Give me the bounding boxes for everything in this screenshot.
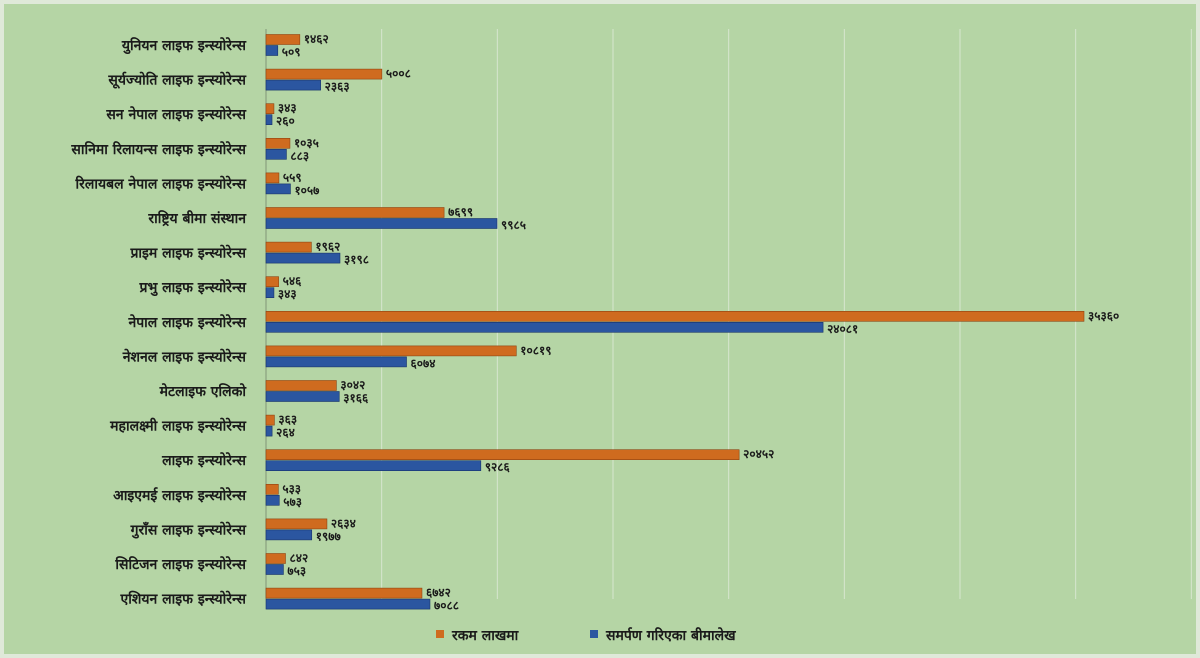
bar-amount bbox=[265, 207, 445, 218]
category-label: मेटलाइफ एलिको bbox=[159, 383, 248, 400]
value-label-surrendered: ३१९८ bbox=[344, 253, 369, 267]
value-label-amount: १०३५ bbox=[294, 136, 319, 150]
category-label: रिलायबल नेपाल लाइफ इन्स्योरेन्स bbox=[75, 175, 247, 192]
bar-amount bbox=[265, 587, 423, 599]
value-labels: १४६२५०९५००८२३६३३४३२६०१०३५८८३५५९१०५७७६९९९… bbox=[276, 32, 1119, 613]
value-label-amount: ६७४२ bbox=[426, 586, 451, 600]
value-label-amount: १४६२ bbox=[304, 32, 329, 46]
bar-surrendered bbox=[265, 391, 340, 402]
bar-amount bbox=[265, 414, 275, 426]
value-label-surrendered: ९२८६ bbox=[485, 460, 511, 474]
value-label-amount: ५४६ bbox=[283, 274, 302, 288]
bar-amount bbox=[265, 345, 517, 357]
category-label: एशियन लाइफ इन्स्योरेन्स bbox=[120, 591, 247, 608]
bar-amount bbox=[265, 172, 280, 184]
category-label: प्रभु लाइफ इन्स्योरेन्स bbox=[138, 279, 246, 297]
category-labels: युनियन लाइफ इन्स्योरेन्स सूर्यज्योति लाइफ… bbox=[70, 37, 247, 608]
bar-amount bbox=[265, 241, 312, 253]
value-label-surrendered: ३१६६ bbox=[343, 391, 369, 405]
bar-surrendered bbox=[265, 425, 273, 437]
value-label-surrendered: ६०७४ bbox=[411, 356, 436, 370]
bar-surrendered bbox=[265, 564, 284, 575]
category-label: आइएमई लाइफ इन्स्योरेन्स bbox=[113, 487, 246, 504]
value-label-surrendered: ९९८५ bbox=[501, 218, 526, 232]
value-label-surrendered: ५०९ bbox=[282, 45, 301, 59]
bar-surrendered bbox=[265, 114, 273, 125]
value-label-amount: ५००८ bbox=[386, 67, 411, 81]
category-label: राष्ट्रिय बीमा संस्थान bbox=[147, 210, 247, 227]
category-label: सिटिजन लाइफ इन्स्योरेन्स bbox=[114, 556, 246, 573]
value-label-surrendered: ५७३ bbox=[283, 495, 302, 509]
bar-amount bbox=[265, 276, 279, 288]
value-label-amount: ३०४२ bbox=[340, 378, 365, 392]
value-label-surrendered: ७५३ bbox=[287, 564, 306, 578]
bar-surrendered bbox=[265, 218, 498, 229]
category-label: नेपाल लाइफ इन्स्योरेन्स bbox=[127, 314, 246, 331]
value-label-amount: ८४२ bbox=[289, 551, 308, 565]
bar-surrendered bbox=[265, 494, 280, 506]
value-label-surrendered: ७०८८ bbox=[434, 599, 459, 613]
bar-surrendered bbox=[265, 529, 313, 541]
legend-swatch-surrendered bbox=[590, 630, 598, 638]
bars bbox=[265, 34, 1085, 610]
bar-amount bbox=[265, 138, 291, 149]
value-label-amount: २०४५२ bbox=[743, 447, 774, 461]
bar-surrendered bbox=[265, 287, 275, 299]
value-label-amount: १९६२ bbox=[315, 240, 340, 254]
category-label: सानिमा रिलायन्स लाइफ इन्स्योरेन्स bbox=[70, 141, 246, 158]
bar-surrendered bbox=[265, 252, 341, 264]
value-label-amount: ३६३ bbox=[278, 413, 297, 427]
category-label: सूर्यज्योति लाइफ इन्स्योरेन्स bbox=[107, 72, 246, 90]
legend: रकम लाखमा समर्पण गरिएका बीमालेख bbox=[436, 627, 736, 644]
category-label: महालक्ष्मी लाइफ इन्स्योरेन्स bbox=[109, 418, 246, 435]
value-label-surrendered: २३६३ bbox=[325, 80, 350, 94]
bar-amount bbox=[265, 103, 275, 114]
category-label: सन नेपाल लाइफ इन्स्योरेन्स bbox=[105, 106, 246, 123]
value-label-amount: ३४३ bbox=[278, 101, 297, 115]
bar-amount bbox=[265, 483, 279, 495]
bar-amount bbox=[265, 68, 383, 80]
category-label: युनियन लाइफ इन्स्योरेन्स bbox=[121, 37, 247, 55]
legend-swatch-amount bbox=[436, 630, 444, 638]
bar-surrendered bbox=[265, 45, 279, 56]
bar-amount bbox=[265, 518, 328, 530]
value-label-surrendered: ८८३ bbox=[290, 149, 309, 163]
value-label-surrendered: १९७७ bbox=[316, 529, 342, 543]
value-label-amount: ७६९९ bbox=[448, 205, 473, 219]
bar-amount bbox=[265, 449, 740, 461]
category-label: लाइफ इन्स्योरेन्स bbox=[161, 452, 246, 469]
bar-surrendered bbox=[265, 183, 291, 195]
bar-amount bbox=[265, 310, 1085, 322]
value-label-amount: ५३३ bbox=[282, 482, 301, 496]
value-label-amount: २६३४ bbox=[331, 516, 356, 530]
legend-label-amount: रकम लाखमा bbox=[451, 628, 520, 644]
value-label-amount: १०८१९ bbox=[520, 343, 551, 357]
bar-surrendered bbox=[265, 321, 824, 333]
value-label-amount: ५५९ bbox=[283, 170, 302, 184]
bar-surrendered bbox=[265, 356, 407, 368]
value-label-surrendered: १०५७ bbox=[294, 183, 320, 197]
bar-surrendered bbox=[265, 79, 321, 91]
bar-surrendered bbox=[265, 460, 482, 472]
bar-amount bbox=[265, 553, 286, 564]
bar-amount bbox=[265, 34, 301, 45]
value-label-amount: ३५३६० bbox=[1088, 309, 1119, 323]
value-label-surrendered: २४०८१ bbox=[827, 322, 858, 336]
category-label: नेशनल लाइफ इन्स्योरेन्स bbox=[122, 348, 247, 365]
bar-surrendered bbox=[265, 149, 287, 160]
category-label: प्राइम लाइफ इन्स्योरेन्स bbox=[129, 245, 246, 262]
value-label-surrendered: २६४ bbox=[276, 426, 295, 440]
bar-surrendered bbox=[265, 598, 431, 610]
bar-amount bbox=[265, 380, 337, 391]
legend-label-surrendered: समर्पण गरिएका बीमालेख bbox=[605, 627, 736, 644]
value-label-surrendered: ३४३ bbox=[278, 287, 297, 301]
category-label: गुराँस लाइफ इन्स्योरेन्स bbox=[130, 521, 247, 539]
value-label-surrendered: २६० bbox=[276, 114, 295, 128]
